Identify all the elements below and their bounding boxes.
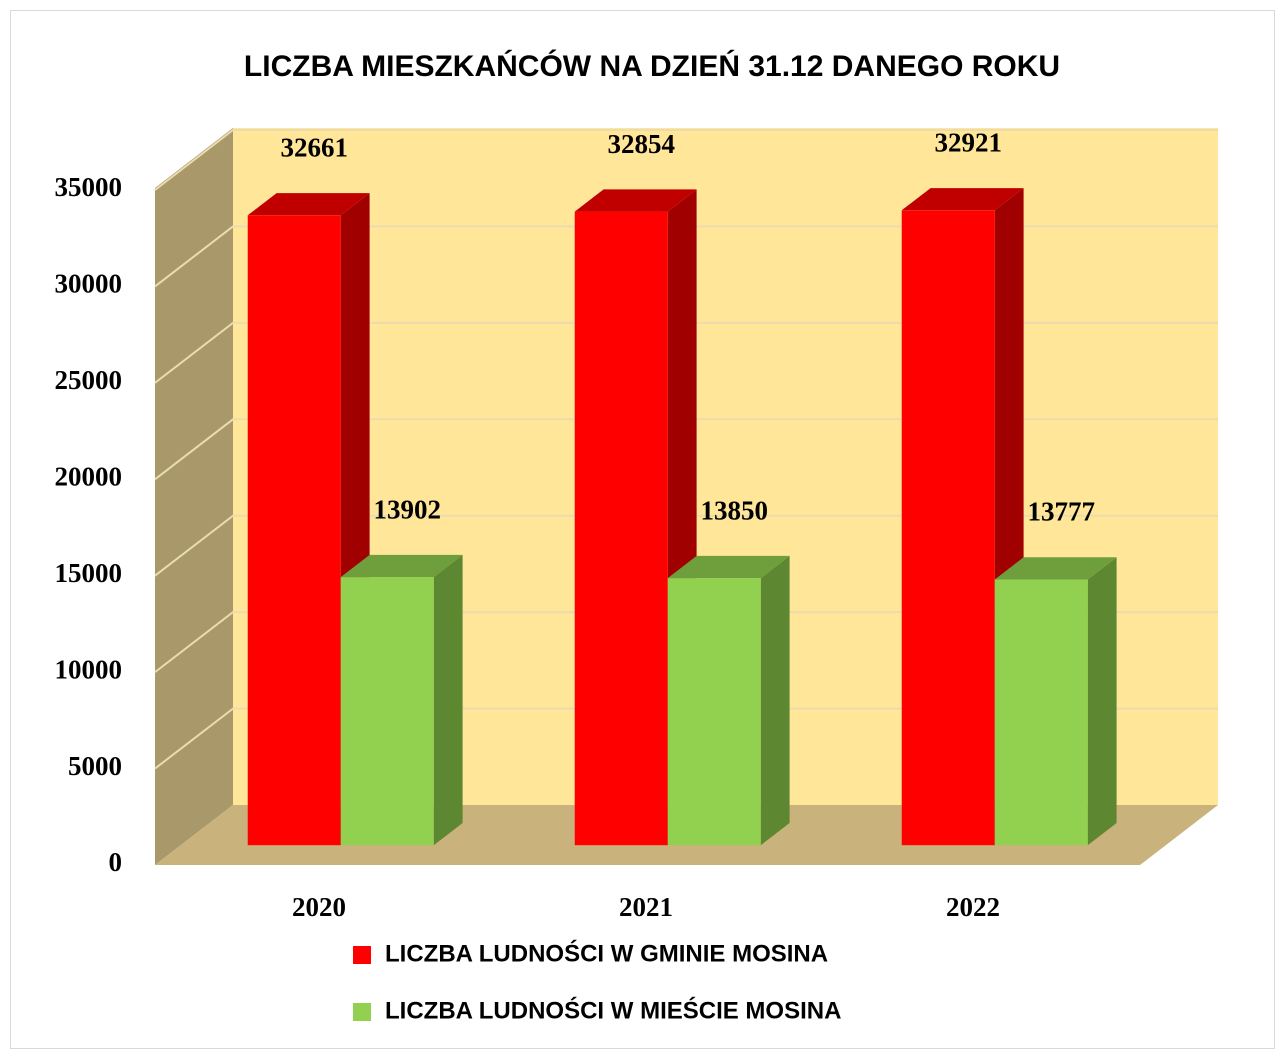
y-tick-label: 10000 [55, 654, 123, 684]
grid-line [154, 321, 1218, 384]
bar [994, 579, 1088, 846]
grid-line [154, 707, 1218, 770]
bar-top [340, 554, 463, 578]
bar-top [247, 193, 370, 216]
grid-line [154, 225, 1218, 288]
legend-swatch [353, 1003, 371, 1021]
data-label: 13902 [373, 494, 441, 524]
bar [247, 215, 341, 846]
data-label: 32661 [280, 133, 348, 163]
bar [340, 577, 434, 846]
y-tick-label: 15000 [55, 558, 123, 588]
bar-side [760, 555, 790, 846]
bar [667, 578, 761, 846]
y-tick-label: 5000 [68, 751, 122, 781]
bar [574, 211, 668, 846]
legend-label: LICZBA LUDNOŚCI W MIEŚCIE MOSINA [385, 996, 841, 1024]
y-tick-label: 0 [109, 847, 123, 877]
data-label: 32854 [607, 129, 675, 159]
legend-label: LICZBA LUDNOŚCI W GMINIE MOSINA [385, 939, 828, 967]
y-tick-label: 25000 [55, 365, 123, 395]
bar-top [901, 188, 1024, 211]
data-label: 13777 [1027, 497, 1095, 527]
x-tick-label: 2021 [619, 892, 673, 922]
x-tick-label: 2022 [946, 892, 1000, 922]
grid-line [154, 129, 1218, 191]
bar-side [433, 554, 463, 846]
bar-top [574, 189, 697, 212]
bar [901, 210, 995, 846]
y-tick-label: 35000 [55, 172, 123, 202]
data-label: 32921 [934, 127, 1002, 157]
grid-line [154, 514, 1218, 577]
data-label: 13850 [700, 495, 768, 525]
bar-side [1087, 557, 1117, 846]
y-tick-label: 20000 [55, 461, 123, 491]
bar-top [667, 555, 790, 579]
side-wall [155, 128, 233, 865]
bar-top [994, 557, 1117, 580]
y-tick-label: 30000 [55, 269, 123, 299]
legend-swatch [353, 946, 371, 964]
grid-line [154, 611, 1218, 673]
chart-title: LICZBA MIESZKAŃCÓW NA DZIEŃ 31.12 DANEGO… [244, 49, 1060, 83]
grid-line [154, 418, 1218, 481]
x-tick-label: 2020 [292, 892, 346, 922]
